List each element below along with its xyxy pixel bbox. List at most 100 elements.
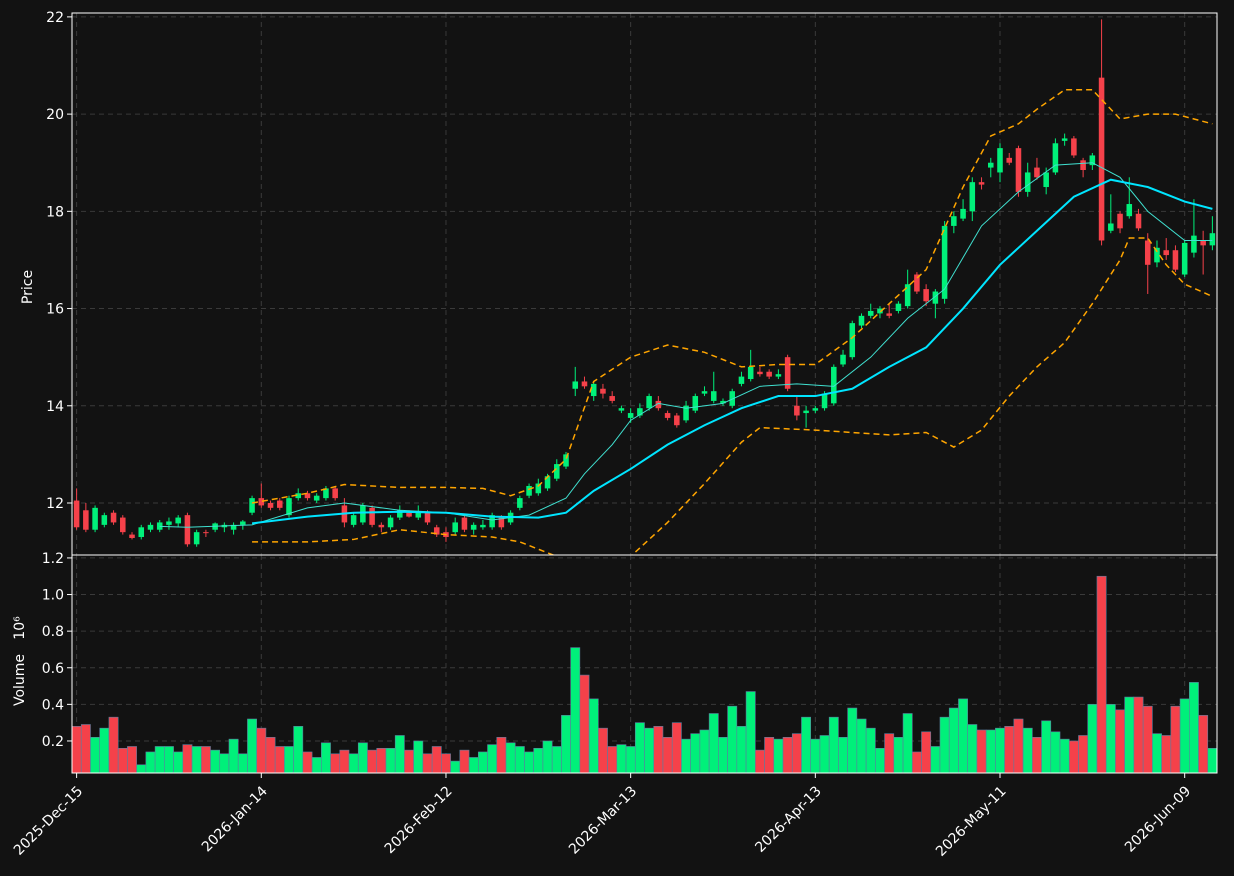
candle-body (997, 148, 1003, 173)
volume-bar (1179, 698, 1190, 774)
volume-bar (856, 718, 867, 774)
candle-body (600, 388, 606, 394)
y2-tick-label: 0.4 (42, 697, 64, 713)
candle-body (1098, 77, 1105, 241)
volume-bar (561, 715, 571, 774)
volume-bar (247, 718, 257, 774)
volume-bar (117, 747, 128, 774)
candle-body (175, 517, 181, 524)
volume-bar (736, 726, 747, 774)
volume-bar (819, 735, 830, 774)
volume-bar (136, 764, 147, 774)
volume-bar (1013, 718, 1024, 774)
volume-bar (487, 744, 498, 774)
candle-body (618, 408, 625, 411)
candle-body (498, 517, 505, 528)
volume-bar (293, 726, 304, 774)
candle-body (1191, 235, 1197, 253)
volume-bar (570, 647, 581, 774)
candle-body (166, 521, 172, 525)
volume-bar (958, 698, 968, 774)
volume-bar (995, 727, 1005, 774)
candle-body (147, 524, 154, 530)
volume-bar (524, 751, 534, 774)
volume-bar (921, 731, 932, 774)
candle-body (831, 366, 837, 404)
y-tick-label: 22 (46, 10, 64, 26)
candle-body (517, 498, 523, 508)
candle-body (951, 216, 957, 226)
volume-bar (801, 716, 812, 774)
y2-tick-label: 0.8 (42, 624, 64, 640)
candle-body (92, 507, 98, 530)
overlay-line (252, 237, 1213, 555)
volume-bar (311, 757, 322, 774)
candle-body (988, 162, 994, 168)
candle-body (369, 507, 375, 525)
volume-bar (1133, 696, 1144, 774)
volume-bar (108, 716, 119, 774)
candle-body (858, 315, 865, 326)
volume-bar (671, 722, 682, 774)
candle-body (932, 291, 939, 304)
candle-body (470, 524, 477, 530)
volume-bar (616, 744, 627, 774)
volume-bar (200, 746, 211, 774)
candle-body (101, 515, 108, 525)
candle-body (480, 524, 486, 528)
candle-body (840, 354, 846, 365)
candle-body (1089, 155, 1096, 166)
candle-body (729, 391, 735, 406)
volume-bar (441, 753, 451, 774)
volume-bar (1068, 740, 1079, 774)
volume-bar (579, 674, 590, 774)
candle-body (738, 376, 745, 384)
y2-tick-label: 0.6 (42, 661, 64, 677)
candle-body (1209, 233, 1216, 246)
volume-bar (985, 729, 996, 774)
candle-body (590, 383, 597, 397)
volume-bar (468, 757, 479, 774)
volume-bar (533, 747, 544, 774)
volume-bar (911, 751, 922, 774)
volume-bar (302, 751, 313, 774)
volume-bar (90, 737, 101, 774)
volume-bar (99, 727, 110, 774)
overlays (159, 89, 1213, 555)
candle-body (452, 522, 458, 533)
candle-body (360, 505, 366, 523)
volume-bar (210, 749, 221, 774)
candle-body (904, 284, 911, 307)
volume-bar (1105, 704, 1116, 774)
volume-bar (394, 735, 405, 774)
y2-tick-label: 1.0 (42, 588, 64, 604)
candle-body (886, 313, 892, 316)
volume-bar (1078, 735, 1089, 774)
candle-body (304, 493, 311, 499)
volume-bar (690, 733, 701, 774)
candle-body (332, 488, 338, 499)
volume-bar (542, 740, 553, 774)
candle-body (664, 413, 671, 418)
volume-bar (477, 751, 488, 774)
volume-bar (348, 753, 359, 774)
volume-bar (745, 691, 756, 774)
candle-body (1144, 240, 1151, 265)
candle-body (267, 502, 274, 508)
volume-bar (505, 742, 516, 774)
volume-bar (699, 729, 710, 774)
volume-bar (847, 707, 858, 774)
candle-body (821, 393, 828, 409)
candle-body (701, 391, 708, 394)
y-tick-label: 20 (46, 107, 64, 123)
volume-bar (810, 738, 821, 774)
candle-body (655, 400, 662, 409)
candle-body (692, 396, 699, 411)
volume-bar (948, 707, 959, 774)
y-tick-label: 12 (46, 496, 64, 512)
candle-body (1006, 157, 1013, 163)
candle-body (258, 498, 265, 506)
candle-body (73, 500, 80, 528)
volume-bar (80, 724, 91, 774)
volume-bar (708, 713, 719, 774)
